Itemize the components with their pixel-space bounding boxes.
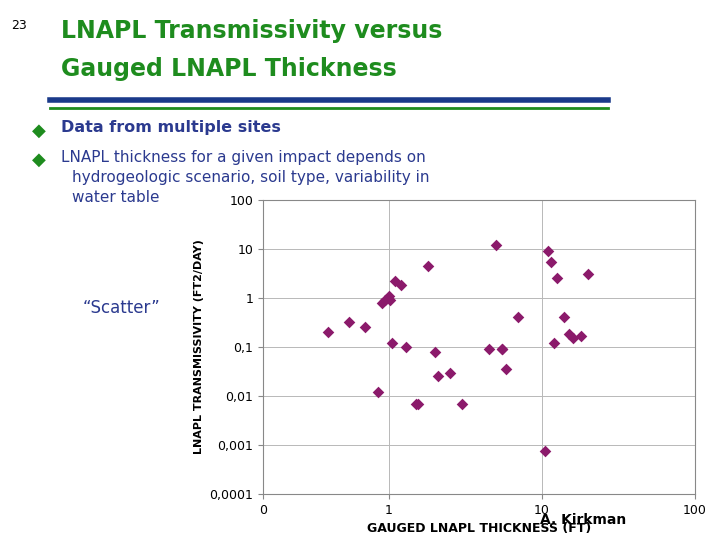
Point: [390, 277, 401, 286]
Text: 23: 23: [11, 19, 27, 32]
Text: LNAPL thickness for a given impact depends on: LNAPL thickness for a given impact depen…: [61, 150, 426, 165]
Point: [410, 399, 421, 408]
Point: [359, 323, 371, 332]
Point: [542, 247, 554, 255]
Point: [513, 313, 524, 322]
Point: [539, 447, 551, 456]
Point: [433, 372, 444, 381]
Text: Gauged LNAPL Thickness: Gauged LNAPL Thickness: [61, 57, 397, 80]
Point: [384, 296, 396, 305]
Point: [548, 339, 559, 347]
Point: [582, 270, 593, 279]
Point: [456, 399, 467, 408]
Text: ◆: ◆: [32, 122, 46, 139]
Point: [559, 313, 570, 322]
Text: water table: water table: [72, 190, 160, 205]
Text: Data from multiple sites: Data from multiple sites: [61, 120, 281, 135]
Point: [422, 261, 433, 270]
Point: [383, 292, 395, 300]
Text: LNAPL Transmissivity versus: LNAPL Transmissivity versus: [61, 19, 443, 43]
Point: [444, 368, 456, 377]
Point: [400, 343, 412, 352]
Point: [429, 347, 441, 356]
Point: [376, 298, 387, 307]
Point: [490, 241, 502, 249]
X-axis label: GAUGED LNAPL THICKNESS (FT): GAUGED LNAPL THICKNESS (FT): [366, 522, 591, 535]
Text: A. Kirkman: A. Kirkman: [540, 512, 626, 526]
Point: [551, 274, 562, 283]
Point: [496, 345, 508, 354]
Point: [563, 330, 575, 339]
Point: [567, 334, 579, 343]
Point: [372, 388, 384, 396]
Point: [575, 332, 587, 340]
Point: [496, 345, 508, 354]
Point: [500, 365, 511, 374]
Point: [323, 328, 334, 336]
Text: ◆: ◆: [32, 151, 46, 169]
Point: [545, 257, 557, 266]
Y-axis label: LNAPL TRANSMISSIVITY (FT2/DAY): LNAPL TRANSMISSIVITY (FT2/DAY): [194, 240, 204, 454]
Text: hydrogeologic scenario, soil type, variability in: hydrogeologic scenario, soil type, varia…: [72, 170, 430, 185]
Point: [395, 281, 407, 289]
Point: [483, 345, 495, 354]
Point: [412, 399, 423, 408]
Point: [387, 339, 398, 347]
Point: [379, 296, 391, 305]
Point: [343, 318, 355, 327]
Text: “Scatter”: “Scatter”: [83, 299, 161, 317]
